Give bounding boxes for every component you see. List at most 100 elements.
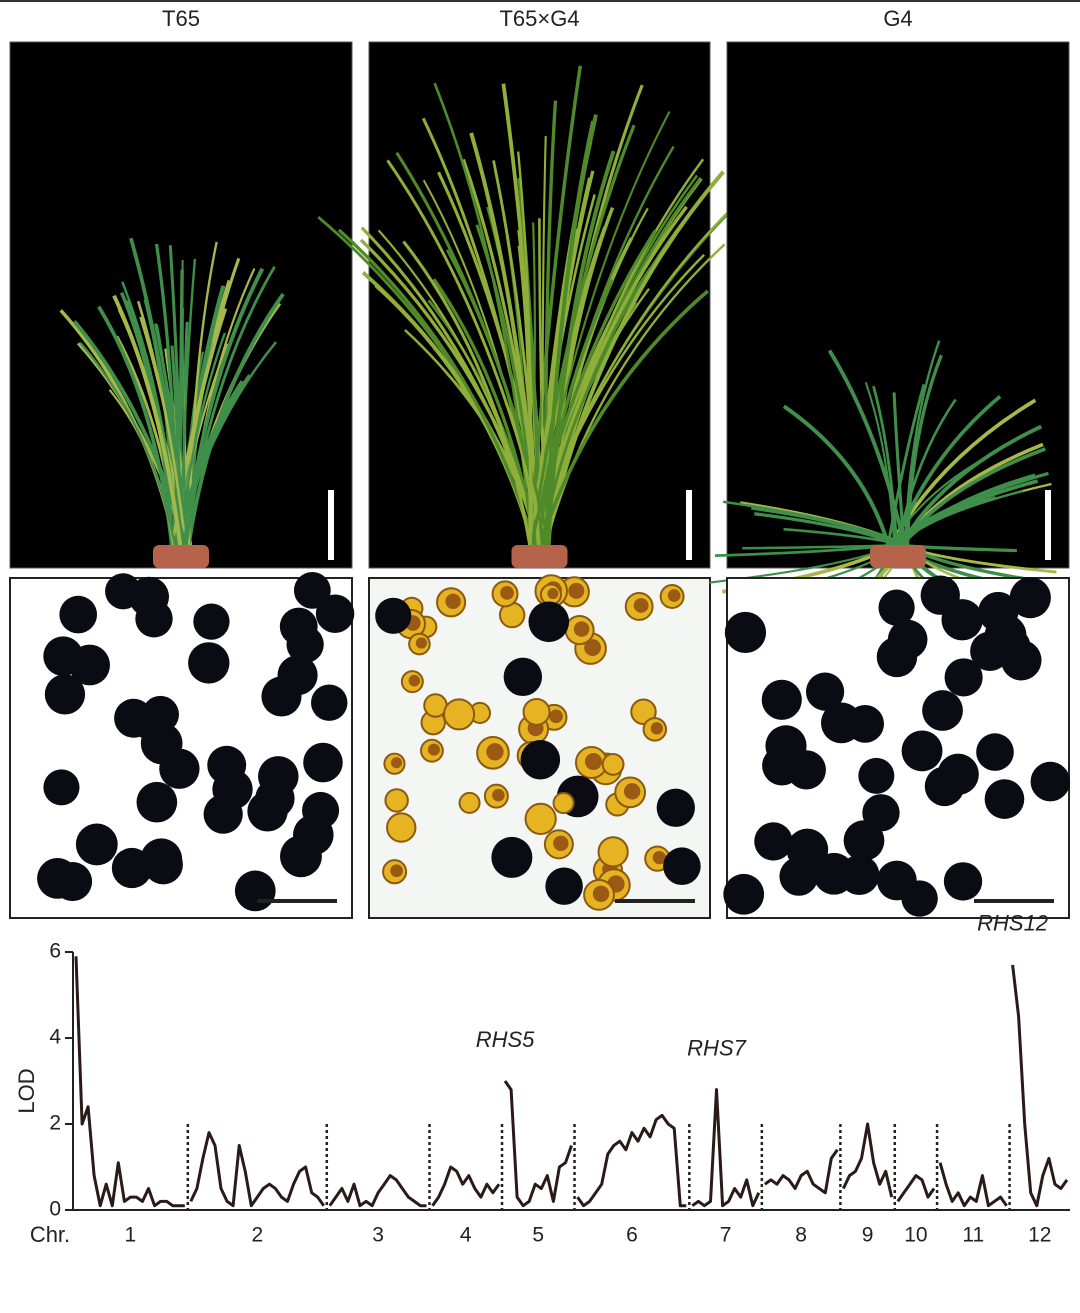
pollen-grain bbox=[1030, 761, 1071, 802]
lod-line bbox=[842, 1122, 894, 1198]
pollen-grain bbox=[878, 589, 915, 626]
leaf bbox=[544, 170, 725, 546]
pollen-core bbox=[492, 788, 505, 802]
pollen-grain bbox=[754, 822, 793, 861]
chr-label: 11 bbox=[962, 1224, 984, 1247]
scale-bar bbox=[1045, 490, 1051, 560]
pollen-grain bbox=[384, 788, 409, 813]
chr-label: 2 bbox=[251, 1224, 263, 1247]
pollen-grain bbox=[261, 676, 302, 717]
y-tick-label: 2 bbox=[49, 1112, 61, 1135]
pollen-grain bbox=[44, 674, 86, 715]
pollen-grain bbox=[976, 733, 1014, 771]
pollen bbox=[375, 574, 701, 911]
pollen-grain bbox=[193, 603, 230, 640]
pollen-grain bbox=[1009, 577, 1051, 619]
pollen-core bbox=[486, 743, 504, 761]
leaf bbox=[79, 341, 176, 546]
leaf bbox=[137, 300, 187, 546]
pollen-grain bbox=[280, 835, 322, 878]
scale-bar bbox=[686, 490, 692, 560]
leaf bbox=[535, 279, 615, 546]
pollen-grain bbox=[993, 627, 1031, 666]
leaf bbox=[402, 240, 532, 546]
pollen-grain bbox=[786, 828, 829, 871]
pollen-core bbox=[573, 621, 590, 637]
pot bbox=[870, 545, 926, 568]
pollen-grain bbox=[944, 658, 983, 697]
photo-panels: T65 T65×G4 G4 bbox=[9, 6, 1071, 919]
leaf bbox=[528, 65, 583, 546]
pot bbox=[511, 545, 568, 568]
pollen-grain bbox=[924, 766, 965, 807]
pollen-core bbox=[500, 585, 514, 600]
leaf bbox=[517, 245, 533, 546]
pollen-grain bbox=[922, 690, 963, 731]
pollen-grain bbox=[765, 725, 807, 767]
peak-annotation: RHS5 bbox=[476, 1027, 535, 1052]
pollen-grain bbox=[843, 820, 885, 861]
pollen-core bbox=[549, 709, 563, 724]
pollen-grain bbox=[258, 756, 299, 797]
pollen-grain bbox=[522, 697, 551, 726]
lod-line bbox=[938, 1162, 1008, 1208]
pollen-grain bbox=[37, 858, 78, 899]
pollen-grain bbox=[876, 860, 917, 901]
leaf bbox=[827, 349, 907, 546]
pollen-core bbox=[553, 835, 569, 852]
pollen-grain bbox=[601, 753, 625, 776]
plant bbox=[317, 65, 745, 546]
pollen-grain bbox=[247, 791, 288, 832]
pollen-grain bbox=[293, 572, 331, 609]
leaf bbox=[886, 383, 926, 546]
pollen-grain bbox=[943, 862, 983, 901]
scale-bar bbox=[974, 899, 1054, 903]
pollen-core bbox=[623, 783, 641, 800]
chr-label: 3 bbox=[372, 1224, 384, 1247]
pollen-grain bbox=[315, 594, 355, 633]
pollen-grain bbox=[141, 695, 179, 734]
peak-annotation: RHS12 bbox=[977, 911, 1048, 936]
pollen-grain bbox=[443, 698, 476, 731]
leaf bbox=[181, 259, 188, 546]
pollen-grain bbox=[375, 597, 412, 634]
lod-line bbox=[328, 1174, 427, 1208]
lod-line bbox=[503, 1080, 573, 1208]
pollen-grain bbox=[188, 642, 230, 684]
pollen-grain bbox=[143, 845, 183, 885]
chr-label: 10 bbox=[904, 1224, 927, 1247]
pollen-core bbox=[445, 593, 461, 610]
leaf bbox=[377, 229, 540, 546]
pollen-grain bbox=[140, 722, 183, 765]
leaf bbox=[186, 292, 285, 546]
pollen-grain bbox=[520, 739, 561, 780]
leaf bbox=[905, 354, 943, 546]
pollen-core bbox=[584, 753, 602, 771]
pollen-grain bbox=[597, 836, 629, 868]
pollen-grain bbox=[858, 757, 895, 794]
leaf bbox=[538, 289, 709, 546]
y-tick-label: 0 bbox=[49, 1198, 61, 1221]
pollen bbox=[723, 575, 1071, 917]
x-axis-label: Chr. bbox=[30, 1222, 70, 1247]
pollen-core bbox=[427, 743, 440, 756]
pollen-grain bbox=[75, 823, 118, 866]
panel-label: T65 bbox=[162, 6, 200, 31]
leaf bbox=[899, 424, 1043, 546]
leaf bbox=[179, 258, 197, 546]
chr-label: 6 bbox=[626, 1224, 638, 1247]
lod-line bbox=[764, 1148, 839, 1195]
pollen-grain bbox=[286, 625, 324, 664]
pollen-grain bbox=[528, 601, 570, 643]
pot bbox=[153, 545, 209, 568]
leaf bbox=[783, 527, 904, 547]
pollen-grain bbox=[813, 852, 855, 895]
scale-bar bbox=[615, 899, 695, 903]
pollen-core bbox=[633, 598, 649, 613]
pollen-core bbox=[667, 589, 681, 602]
chr-label: 7 bbox=[720, 1224, 732, 1247]
pollen-core bbox=[415, 637, 428, 649]
pollen-core bbox=[584, 639, 602, 656]
